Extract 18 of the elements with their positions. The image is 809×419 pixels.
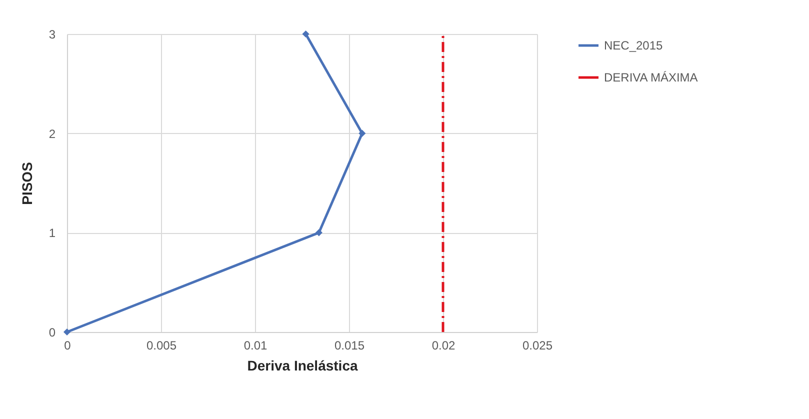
y-tick-label: 0 — [48, 326, 56, 340]
x-tick-label: 0.005 — [146, 338, 177, 352]
point — [315, 229, 322, 236]
y-tick-label: 1 — [48, 226, 56, 240]
point — [302, 30, 310, 38]
x-tick-label: 0.02 — [432, 338, 456, 352]
point — [358, 130, 366, 137]
x-tick-label: 0.025 — [522, 338, 553, 352]
point — [63, 328, 71, 336]
y-tick-label: 2 — [48, 126, 56, 141]
legend-label: DERIVA MÁXIMA — [604, 70, 698, 84]
x-tick-label: 0.01 — [244, 338, 268, 352]
y-axis-title: PISOS — [18, 162, 35, 205]
legend-label: NEC_2015 — [604, 38, 664, 52]
x-tick-label: 0 — [64, 338, 72, 352]
x-tick-label: 0.015 — [334, 338, 365, 352]
x-axis-title: Deriva Inelástica — [247, 358, 358, 374]
y-tick-label: 3 — [48, 28, 56, 42]
